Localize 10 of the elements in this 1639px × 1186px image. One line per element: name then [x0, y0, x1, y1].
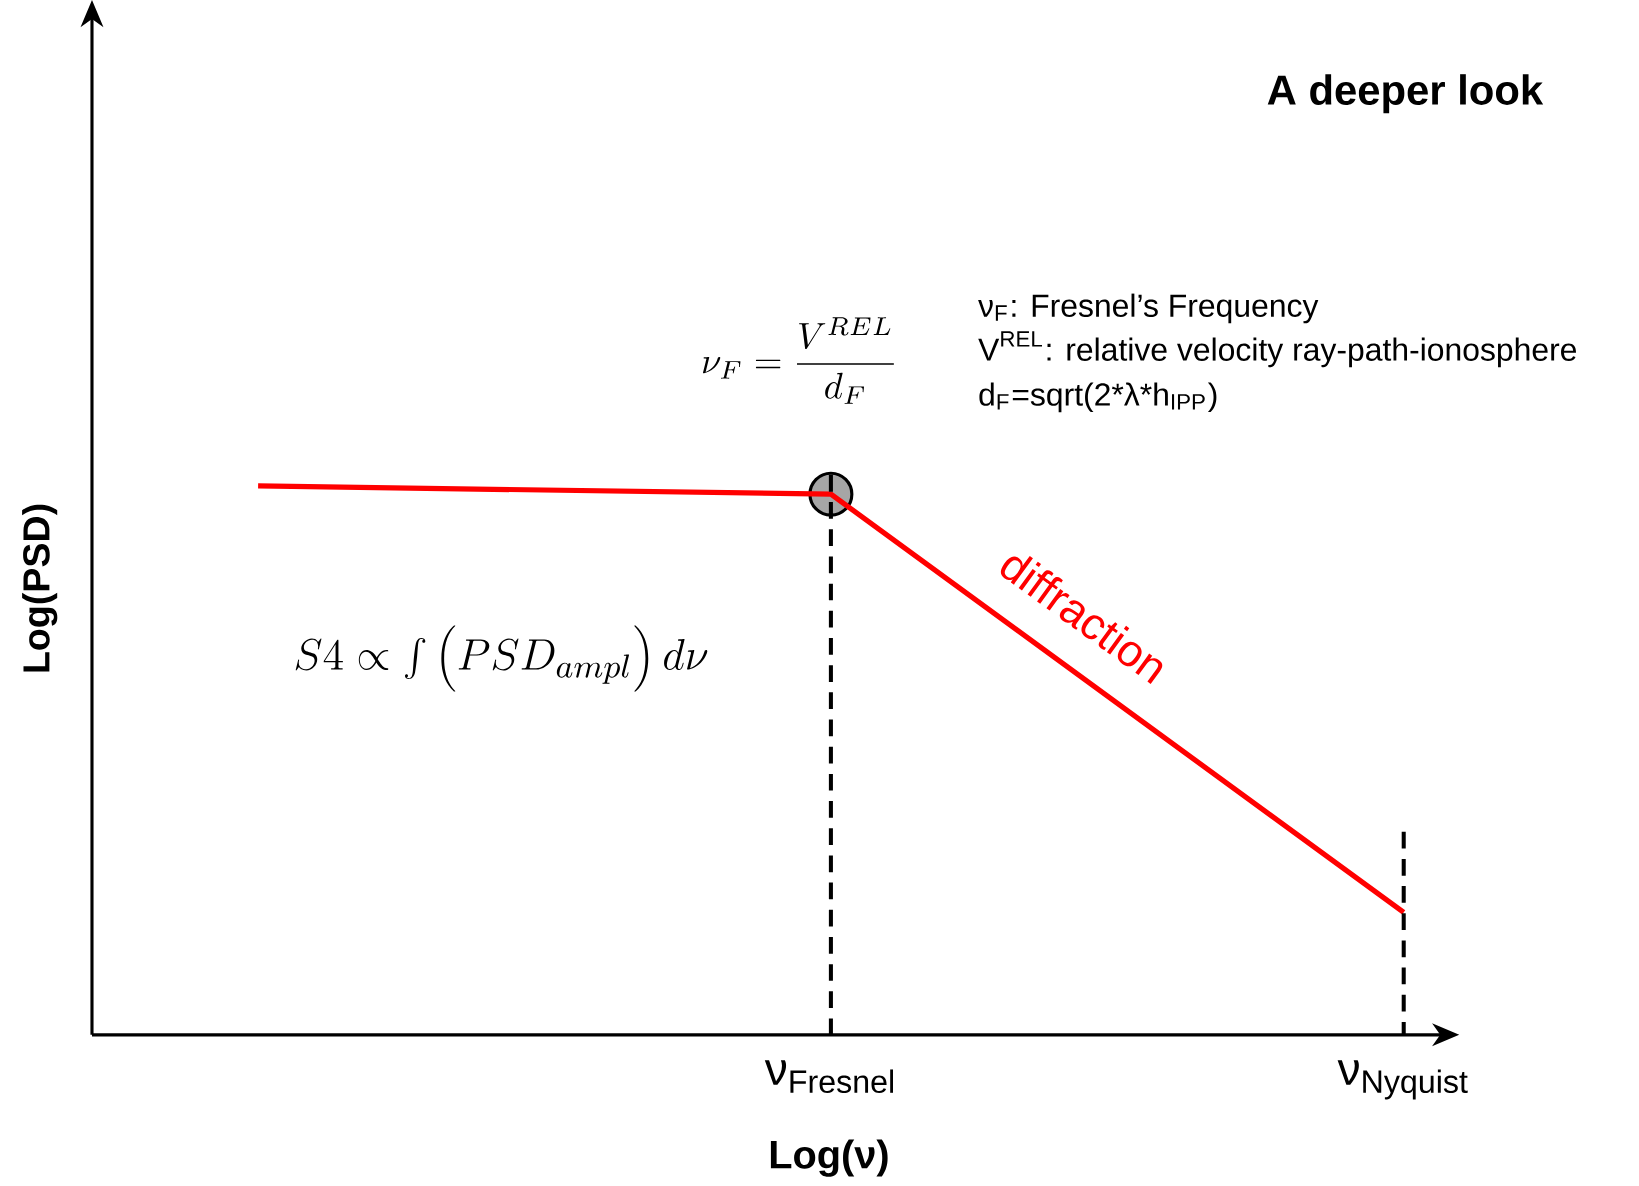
x-tick-label: ν$_{Nyquist}$: [1337, 1060, 1468, 1100]
x-tick-label: ν$_{Fresnel}$: [764, 1060, 894, 1093]
x-axis-title: Log(ν): [770, 1139, 888, 1177]
text: ν$_{F}$: Fresnel’s Frequency: [978, 293, 1319, 324]
text: $\nu_F = \frac{V^{REL}}{d_F}$: [703, 317, 894, 404]
annotation: $S4 \propto \int\left(PSD_{ampl}\right)d\nu$: [295, 625, 708, 692]
text: V$^{REL}$: relative velocity ray-path-ionosphere: [978, 331, 1577, 368]
text: d$_{F}$=sqrt(2*λ*h$_{IPP}$): [979, 382, 1217, 412]
chart-title: A deeper look: [1267, 74, 1544, 114]
y-axis-title: Log(PSD): [22, 504, 58, 672]
